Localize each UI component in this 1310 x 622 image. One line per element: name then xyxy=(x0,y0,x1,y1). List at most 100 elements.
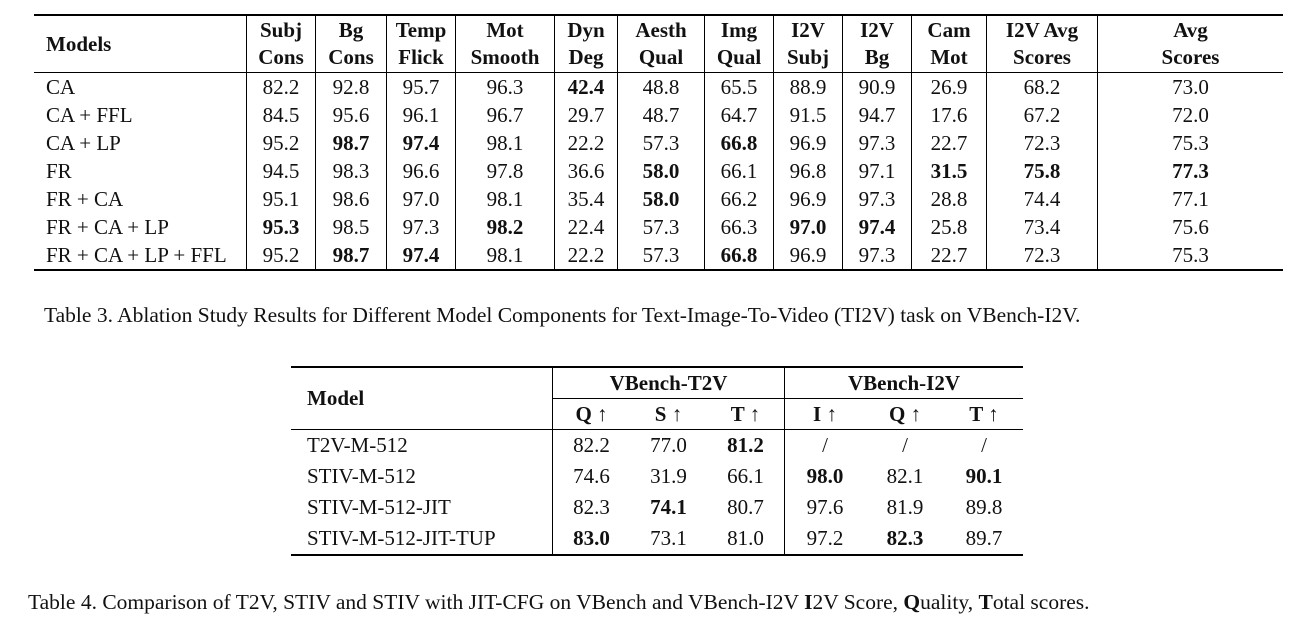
value-cell: 97.0 xyxy=(773,213,843,241)
caption-text: uality, xyxy=(920,590,979,614)
value-cell: 74.4 xyxy=(986,185,1098,213)
value-cell: 84.5 xyxy=(246,101,316,129)
value-cell: 97.1 xyxy=(842,157,912,185)
value-cell: 66.8 xyxy=(704,241,774,270)
value-cell: 98.3 xyxy=(315,157,387,185)
model-name-cell: CA + FFL xyxy=(46,103,133,127)
value-cell: 17.6 xyxy=(911,101,987,129)
model-name-cell: FR xyxy=(46,159,72,183)
header-i2v-score: I ↑ xyxy=(784,398,865,430)
value-cell: 89.7 xyxy=(965,526,1003,550)
header-aesth-qual: Aesth Qual xyxy=(617,15,705,73)
value-cell: 25.8 xyxy=(911,213,987,241)
value-cell: 95.2 xyxy=(246,241,316,270)
value-cell: 75.3 xyxy=(1097,129,1283,157)
value-cell: 95.2 xyxy=(246,129,316,157)
table3-row: FR + CA 95.1 98.6 97.0 98.1 35.4 58.0 66.2 96.9 9… xyxy=(34,185,1283,213)
model-name-cell: STIV-M-512 xyxy=(307,464,416,488)
value-cell: 66.3 xyxy=(704,213,774,241)
ablation-table: Models Subj Cons Bg Cons Temp Flick Mot Smoo… xyxy=(34,14,1283,271)
value-cell: 26.9 xyxy=(911,72,987,101)
value-cell: 96.3 xyxy=(455,72,555,101)
value-cell: 97.2 xyxy=(784,523,865,555)
model-name-cell: FR + CA + LP + FFL xyxy=(46,243,227,267)
value-cell: 97.4 xyxy=(386,241,456,270)
value-cell: 97.4 xyxy=(842,213,912,241)
caption-i-letter: I xyxy=(804,590,813,614)
caption-text: Table 4. Comparison of T2V, STIV and STI… xyxy=(28,590,805,614)
value-cell: 22.2 xyxy=(554,129,618,157)
value-cell: 94.7 xyxy=(842,101,912,129)
value-cell: 58.0 xyxy=(617,185,705,213)
value-cell: 97.6 xyxy=(784,492,865,523)
table3-body: CA 82.2 92.8 95.7 96.3 42.4 48.8 65.5 88.9 90.9 26… xyxy=(34,72,1283,270)
value-cell: 73.0 xyxy=(1097,72,1283,101)
value-cell: 96.6 xyxy=(386,157,456,185)
value-cell: / xyxy=(981,433,987,457)
value-cell: 64.7 xyxy=(704,101,774,129)
header-mot-smooth: Mot Smooth xyxy=(455,15,555,73)
value-cell: 90.1 xyxy=(965,464,1003,488)
value-cell: 22.4 xyxy=(554,213,618,241)
value-cell: / xyxy=(784,429,865,461)
table3-row: CA 82.2 92.8 95.7 96.3 42.4 48.8 65.5 88.9 90.9 26… xyxy=(34,72,1283,101)
caption-t-letter: T xyxy=(978,590,993,614)
header-t2v-total: T ↑ xyxy=(730,401,761,426)
value-cell: 75.6 xyxy=(1097,213,1283,241)
table3-row: CA + LP 95.2 98.7 97.4 98.1 22.2 57.3 66.8 96.9 9… xyxy=(34,129,1283,157)
value-cell: 73.1 xyxy=(650,526,687,550)
model-name-cell: FR + CA xyxy=(46,187,124,211)
value-cell: 95.3 xyxy=(246,213,316,241)
model-name-cell: FR + CA + LP xyxy=(46,215,169,239)
value-cell: 92.8 xyxy=(315,72,387,101)
value-cell: 81.0 xyxy=(727,526,764,550)
value-cell: 96.7 xyxy=(455,101,555,129)
value-cell: 57.3 xyxy=(617,129,705,157)
value-cell: 77.0 xyxy=(650,433,687,457)
value-cell: 81.9 xyxy=(886,495,924,519)
table4-row: STIV-M-512 74.6 31.9 66.1 98.0 82.1 90.1 xyxy=(291,461,1023,492)
model-name-cell: CA + LP xyxy=(46,131,121,155)
value-cell: 97.3 xyxy=(842,241,912,270)
value-cell: 28.8 xyxy=(911,185,987,213)
value-cell: 57.3 xyxy=(617,241,705,270)
value-cell: 96.8 xyxy=(773,157,843,185)
value-cell: 96.9 xyxy=(773,185,843,213)
value-cell: 75.3 xyxy=(1097,241,1283,270)
value-cell: 89.8 xyxy=(965,495,1003,519)
table4-group-header-row: Model VBench-T2V VBench-I2V xyxy=(291,367,1023,410)
table4-row: T2V-M-512 82.2 77.0 81.2 / / / xyxy=(291,429,1023,461)
header-i2v-subj: I2V Subj xyxy=(773,15,843,73)
header-i2v-total: T ↑ xyxy=(969,401,999,426)
value-cell: 83.0 xyxy=(552,523,630,555)
value-cell: 97.0 xyxy=(386,185,456,213)
value-cell: 66.8 xyxy=(704,129,774,157)
value-cell: 31.9 xyxy=(650,464,687,488)
value-cell: 88.9 xyxy=(773,72,843,101)
header-t2v-semantic: S ↑ xyxy=(654,401,683,426)
table3-header-row: Models Subj Cons Bg Cons Temp Flick Mot Smoo… xyxy=(34,15,1283,73)
value-cell: 96.9 xyxy=(773,241,843,270)
value-cell: / xyxy=(902,433,908,457)
model-name-cell: STIV-M-512-JIT xyxy=(307,495,451,519)
header-model: Model xyxy=(307,386,365,410)
header-models: Models xyxy=(46,31,112,56)
header-i2v-quality: Q ↑ xyxy=(888,401,922,426)
table4-row: STIV-M-512-JIT 82.3 74.1 80.7 97.6 81.9 89.8 xyxy=(291,492,1023,523)
value-cell: 95.6 xyxy=(315,101,387,129)
value-cell: 98.2 xyxy=(455,213,555,241)
header-vbench-t2v: VBench-T2V xyxy=(552,367,785,399)
table3-row: CA + FFL 84.5 95.6 96.1 96.7 29.7 48.7 64.7 91.5… xyxy=(34,101,1283,129)
value-cell: 73.4 xyxy=(986,213,1098,241)
value-cell: 74.6 xyxy=(552,461,630,492)
value-cell: 66.1 xyxy=(704,157,774,185)
header-dyn-deg: Dyn Deg xyxy=(554,15,618,73)
value-cell: 97.3 xyxy=(386,213,456,241)
value-cell: 72.0 xyxy=(1097,101,1283,129)
value-cell: 31.5 xyxy=(911,157,987,185)
value-cell: 72.3 xyxy=(986,241,1098,270)
value-cell: 48.7 xyxy=(617,101,705,129)
value-cell: 74.1 xyxy=(650,495,687,519)
value-cell: 29.7 xyxy=(554,101,618,129)
table4-caption: Table 4. Comparison of T2V, STIV and STI… xyxy=(28,590,1090,615)
